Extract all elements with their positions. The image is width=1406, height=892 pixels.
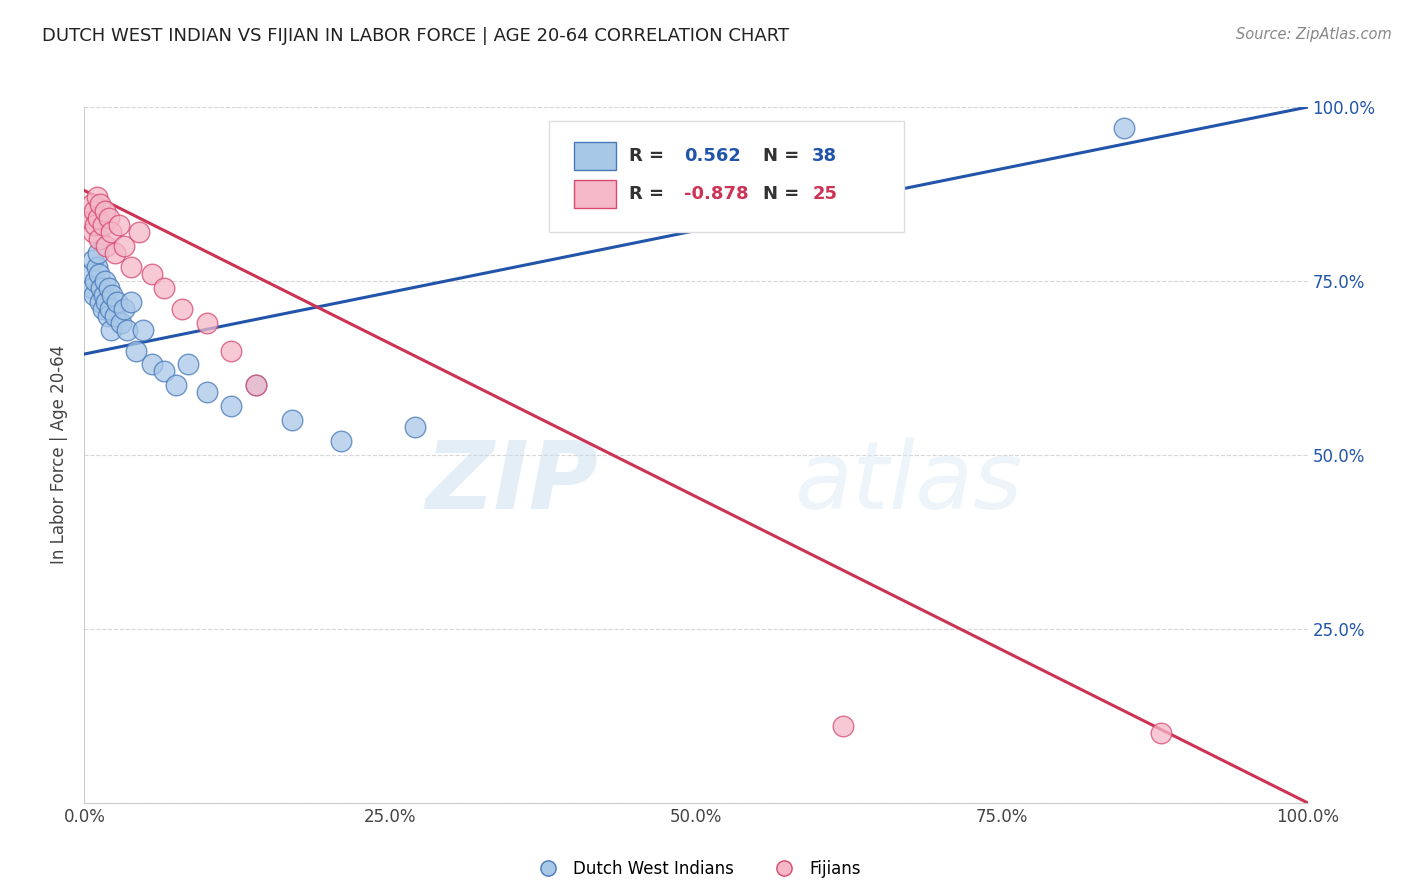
Text: R =: R = [628,185,669,203]
Point [89,197,111,211]
Text: Source: ZipAtlas.com: Source: ZipAtlas.com [1236,27,1392,42]
Point [89,294,111,309]
Point [91,301,114,316]
Point [87,211,110,226]
Point [1114,120,1136,135]
Point [96,239,118,253]
Point [177,358,200,372]
Point [219,399,242,413]
Point [831,719,853,733]
Text: ZIP: ZIP [425,437,598,529]
Point [86,260,108,274]
Point [132,323,155,337]
Point [245,378,267,392]
Point [82,225,104,239]
Point [195,385,218,400]
Point [404,420,426,434]
Text: DUTCH WEST INDIAN VS FIJIAN IN LABOR FORCE | AGE 20-64 CORRELATION CHART: DUTCH WEST INDIAN VS FIJIAN IN LABOR FOR… [42,27,789,45]
FancyBboxPatch shape [574,180,616,208]
Point [128,225,150,239]
Point [87,246,110,260]
Text: N =: N = [763,147,806,165]
Point [93,288,115,302]
Point [97,309,120,323]
Point [112,301,135,316]
Text: atlas: atlas [794,437,1022,528]
Point [153,364,176,378]
Point [82,253,104,268]
Point [98,301,121,316]
Point [141,267,163,281]
Point [112,239,135,253]
Point [165,378,187,392]
Point [281,413,304,427]
FancyBboxPatch shape [574,142,616,169]
Point [94,274,117,288]
Point [107,219,129,233]
Point [84,274,107,288]
Point [245,378,267,392]
Point [125,343,148,358]
Text: 0.562: 0.562 [683,147,741,165]
Point [219,343,242,358]
Point [115,323,138,337]
Point [104,309,127,323]
Point [96,294,118,309]
Point [80,281,103,295]
Point [195,316,218,330]
Text: 38: 38 [813,147,838,165]
Text: -0.878: -0.878 [683,185,748,203]
Point [87,232,110,246]
Point [172,301,194,316]
Point [97,281,120,295]
Point [84,219,107,233]
Point [100,225,122,239]
Point [80,197,103,211]
Point [83,288,105,302]
Point [110,316,132,330]
Y-axis label: In Labor Force | Age 20-64: In Labor Force | Age 20-64 [51,345,69,565]
Text: N =: N = [763,185,806,203]
Point [90,281,112,295]
Point [1150,726,1173,740]
Point [79,267,101,281]
Text: 25: 25 [813,185,837,203]
Point [91,219,114,233]
Point [120,260,142,274]
Point [94,204,117,219]
Point [86,190,108,204]
Point [104,246,127,260]
Legend: Dutch West Indians, Fijians: Dutch West Indians, Fijians [524,854,868,885]
Point [141,358,163,372]
FancyBboxPatch shape [550,121,904,232]
Point [105,294,128,309]
Point [101,288,124,302]
Point [83,204,105,219]
Point [153,281,176,295]
Point [330,434,353,448]
Point [120,294,142,309]
Point [87,267,110,281]
Point [97,211,120,226]
Point [100,323,122,337]
Text: R =: R = [628,147,669,165]
Point [77,211,100,226]
